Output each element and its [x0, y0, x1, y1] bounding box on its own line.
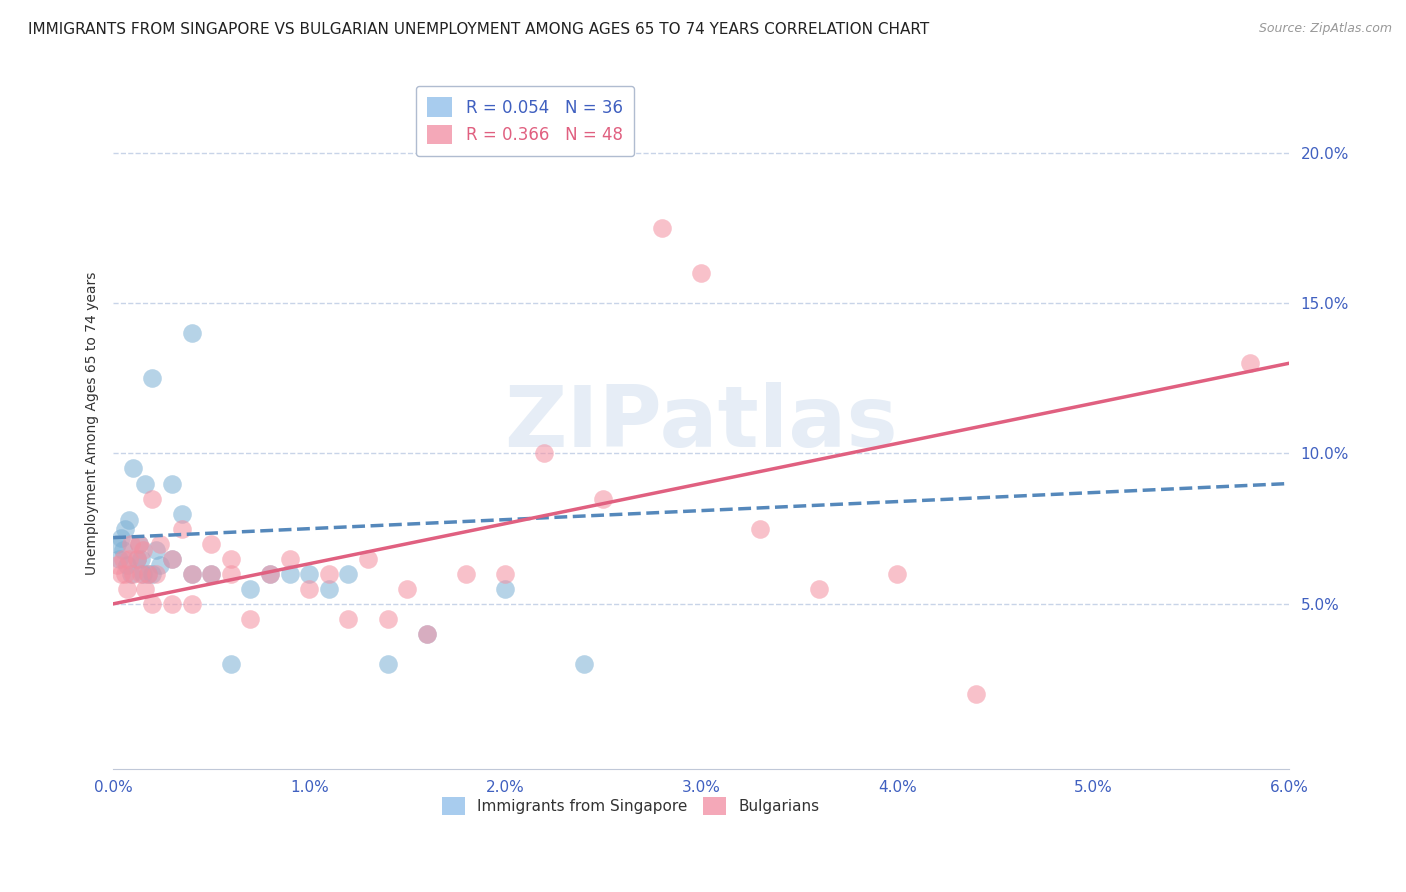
Point — [592, 491, 614, 506]
Text: IMMIGRANTS FROM SINGAPORE VS BULGARIAN UNEMPLOYMENT AMONG AGES 65 TO 74 YEARS CO: IMMIGRANTS FROM SINGAPORE VS BULGARIAN U… — [28, 22, 929, 37]
Point — [134, 476, 156, 491]
Point — [138, 566, 160, 581]
Point — [357, 551, 380, 566]
Point — [377, 612, 399, 626]
Point — [125, 551, 148, 566]
Point — [298, 582, 321, 596]
Point — [572, 657, 595, 671]
Point — [318, 582, 340, 596]
Point — [180, 597, 202, 611]
Point — [219, 551, 242, 566]
Point — [494, 582, 516, 596]
Point — [118, 551, 141, 566]
Point — [111, 542, 134, 557]
Point — [965, 687, 987, 701]
Point — [108, 551, 131, 566]
Point — [278, 551, 301, 566]
Point — [131, 566, 153, 581]
Point — [134, 582, 156, 596]
Point — [145, 566, 167, 581]
Point — [121, 566, 143, 581]
Point — [160, 597, 183, 611]
Point — [110, 531, 132, 545]
Point — [239, 612, 262, 626]
Point — [149, 537, 172, 551]
Point — [120, 566, 142, 581]
Point — [454, 566, 477, 581]
Point — [651, 220, 673, 235]
Point — [180, 566, 202, 581]
Point — [114, 566, 136, 581]
Y-axis label: Unemployment Among Ages 65 to 74 years: Unemployment Among Ages 65 to 74 years — [86, 272, 100, 575]
Point — [239, 582, 262, 596]
Point — [690, 266, 713, 280]
Point — [533, 446, 555, 460]
Point — [1239, 356, 1261, 370]
Point — [114, 522, 136, 536]
Point — [145, 542, 167, 557]
Point — [110, 566, 132, 581]
Point — [318, 566, 340, 581]
Point — [200, 566, 222, 581]
Point — [125, 551, 148, 566]
Point — [259, 566, 281, 581]
Point — [160, 551, 183, 566]
Point — [131, 542, 153, 557]
Point — [494, 566, 516, 581]
Point — [128, 537, 150, 551]
Point — [160, 551, 183, 566]
Point — [200, 566, 222, 581]
Text: ZIPatlas: ZIPatlas — [505, 382, 898, 465]
Point — [337, 566, 360, 581]
Point — [170, 507, 193, 521]
Point — [129, 551, 152, 566]
Point — [416, 627, 439, 641]
Point — [141, 566, 163, 581]
Point — [105, 537, 128, 551]
Point — [377, 657, 399, 671]
Point — [118, 513, 141, 527]
Point — [141, 371, 163, 385]
Point — [128, 537, 150, 551]
Text: Source: ZipAtlas.com: Source: ZipAtlas.com — [1258, 22, 1392, 36]
Point — [121, 461, 143, 475]
Point — [337, 612, 360, 626]
Point — [141, 597, 163, 611]
Point — [807, 582, 830, 596]
Point — [180, 326, 202, 340]
Point — [138, 566, 160, 581]
Point — [149, 558, 172, 572]
Point — [170, 522, 193, 536]
Point — [141, 491, 163, 506]
Point — [115, 558, 138, 572]
Point — [105, 558, 128, 572]
Legend: Immigrants from Singapore, Bulgarians: Immigrants from Singapore, Bulgarians — [433, 788, 828, 824]
Point — [219, 657, 242, 671]
Point — [396, 582, 419, 596]
Point — [886, 566, 908, 581]
Point — [160, 476, 183, 491]
Point — [416, 627, 439, 641]
Point — [180, 566, 202, 581]
Point — [278, 566, 301, 581]
Point — [219, 566, 242, 581]
Point — [115, 582, 138, 596]
Point — [111, 551, 134, 566]
Point — [200, 537, 222, 551]
Point — [129, 566, 152, 581]
Point — [298, 566, 321, 581]
Point — [259, 566, 281, 581]
Point — [120, 537, 142, 551]
Point — [749, 522, 772, 536]
